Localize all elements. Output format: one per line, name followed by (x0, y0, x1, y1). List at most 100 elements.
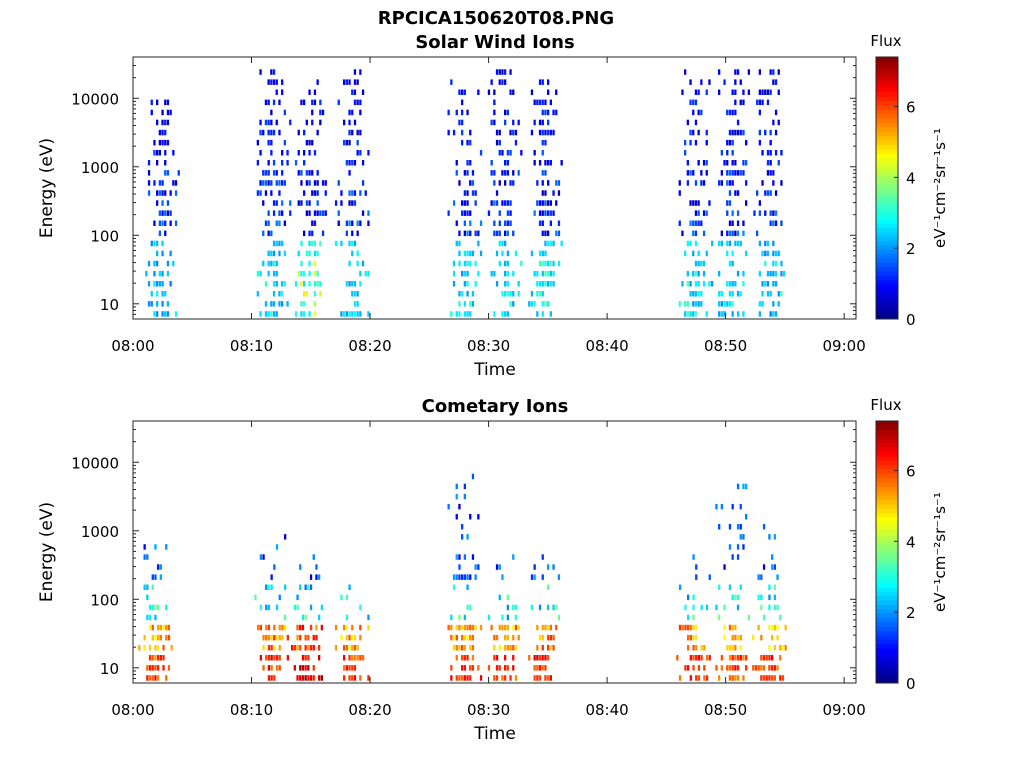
colorbar-swatch (876, 512, 898, 518)
pixel (284, 624, 287, 631)
pixel (731, 170, 734, 176)
pixel (167, 624, 171, 631)
pixel (517, 119, 520, 126)
pixel (272, 99, 276, 106)
pixel (466, 675, 469, 681)
pixel (533, 675, 536, 681)
pixel (731, 503, 734, 510)
pixel (308, 270, 311, 277)
pixel (517, 624, 520, 631)
pixel (305, 210, 308, 216)
pixel (477, 665, 480, 671)
pixel (301, 614, 305, 621)
pixel (319, 281, 322, 287)
pixel (447, 624, 450, 631)
pixel (731, 301, 734, 307)
pixel (303, 129, 306, 136)
pixel (756, 230, 759, 237)
pixel (678, 190, 681, 196)
pixel (463, 89, 466, 95)
colorbar-swatch (876, 621, 898, 627)
pixel (270, 301, 273, 307)
pixel (745, 665, 748, 671)
pixel (321, 109, 325, 116)
pixel (544, 230, 547, 237)
pixel (495, 665, 499, 671)
pixel (463, 250, 466, 257)
panel-title: Solar Wind Ions (415, 32, 574, 53)
pixel (498, 230, 501, 237)
pixel (162, 665, 165, 671)
pixel (676, 655, 679, 661)
pixel (747, 614, 750, 621)
pixel (165, 675, 168, 681)
pixel (726, 281, 729, 287)
pixel (533, 655, 536, 661)
pixel (697, 89, 700, 95)
pixel (547, 160, 550, 166)
pixel (146, 554, 149, 560)
pixel (267, 119, 270, 126)
pixel (536, 624, 539, 631)
pixel (512, 301, 515, 307)
pixel (760, 634, 763, 641)
pixel (256, 160, 259, 166)
pixel (555, 230, 558, 237)
pixel (723, 160, 726, 166)
pixel (303, 230, 306, 237)
pixel (684, 311, 687, 317)
pixel (774, 150, 778, 156)
pixel (154, 634, 157, 641)
pixel (319, 240, 322, 247)
pixel (301, 675, 305, 681)
pixel (541, 150, 544, 156)
colorbar-tick-label: 0 (906, 675, 916, 693)
pixel (452, 260, 456, 267)
pixel (153, 180, 156, 186)
pixel (289, 200, 292, 206)
pixel (768, 645, 771, 651)
pixel (781, 645, 785, 651)
pixel (780, 291, 783, 297)
pixel (766, 270, 770, 277)
colorbar-swatch (876, 192, 898, 198)
pixel (544, 281, 547, 287)
pixel (147, 160, 151, 166)
pixel (150, 240, 153, 247)
pixel (726, 301, 729, 307)
pixel (705, 139, 708, 146)
pixel (541, 291, 544, 297)
pixel (300, 260, 303, 267)
pixel (745, 514, 748, 520)
pixel (538, 260, 542, 267)
pixel (359, 109, 362, 116)
pixel (504, 655, 507, 661)
pixel (536, 99, 539, 106)
pixel (692, 665, 695, 671)
y-tick-label: 100 (90, 227, 119, 245)
pixel (718, 675, 721, 681)
pixel (514, 614, 518, 621)
pixel (541, 645, 544, 651)
pixel (272, 240, 276, 247)
pixel (353, 645, 357, 651)
pixel (764, 260, 767, 267)
pixel (479, 150, 483, 156)
pixel (278, 634, 281, 641)
pixel (552, 240, 555, 247)
pixel (153, 311, 156, 317)
pixel (777, 119, 780, 126)
pixel (544, 190, 547, 196)
pixel (469, 675, 472, 681)
pixel (506, 624, 509, 631)
pixel (731, 220, 734, 226)
pixel (708, 574, 711, 580)
pixel (720, 240, 723, 247)
pixel (728, 624, 732, 631)
pixel (466, 170, 469, 176)
pixel (547, 260, 550, 267)
pixel (305, 170, 308, 176)
pixel (367, 311, 370, 317)
pixel (678, 584, 682, 590)
colorbar-tick-label: 6 (906, 463, 916, 481)
